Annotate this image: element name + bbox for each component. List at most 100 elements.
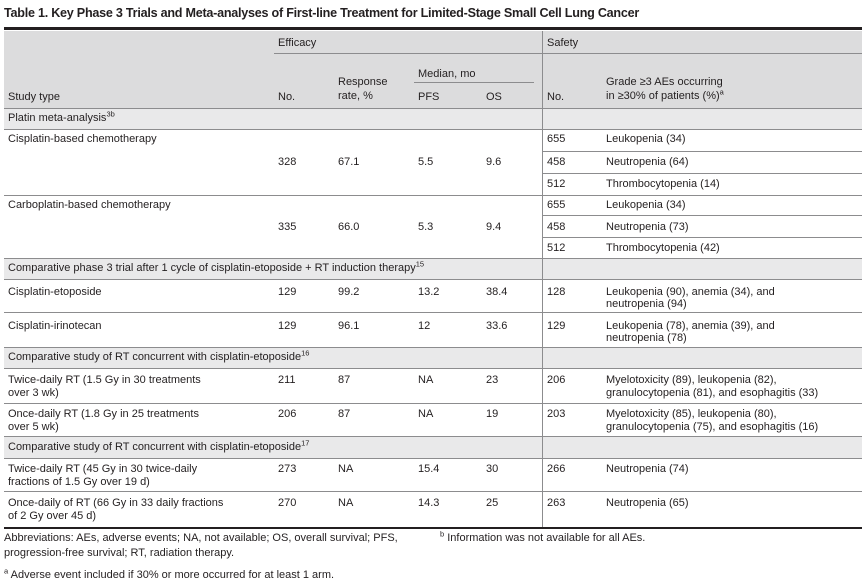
study-type-cell: Cisplatin-based chemotherapy xyxy=(8,133,157,145)
section-band-platin xyxy=(4,108,862,129)
table-title: Table 1. Key Phase 3 Trials and Meta-ana… xyxy=(4,2,862,30)
row-divider xyxy=(542,237,862,238)
response-rate-cell: 96.1 xyxy=(338,320,360,332)
median-header: Median, mo xyxy=(418,68,476,80)
safety-no-cell: 129 xyxy=(547,320,566,332)
row-divider xyxy=(4,129,862,130)
ae-cell-l1: Myelotoxicity (89), leukopenia (82), xyxy=(606,374,777,386)
pfs-cell: NA xyxy=(418,408,434,420)
section-label: Comparative phase 3 trial after 1 cycle … xyxy=(8,259,425,274)
row-divider xyxy=(542,173,862,174)
no-cell: 328 xyxy=(278,156,297,168)
ae-cell: Neutropenia (74) xyxy=(606,463,689,475)
pfs-cell: 15.4 xyxy=(418,463,440,475)
os-header: OS xyxy=(486,91,502,103)
safety-no-cell: 266 xyxy=(547,463,566,475)
row-divider xyxy=(4,279,862,280)
section-label: Platin meta-analysis3b xyxy=(8,109,115,124)
footnote-a-text: a Adverse event included if 30% or more … xyxy=(4,566,335,581)
pfs-cell: 13.2 xyxy=(418,286,440,298)
safety-no-cell: 128 xyxy=(547,286,566,298)
ae-cell-l1: Myelotoxicity (85), leukopenia (80), xyxy=(606,408,777,420)
ae-cell: Neutropenia (64) xyxy=(606,156,689,168)
ae-cell: Leukopenia (34) xyxy=(606,133,686,145)
response-rate-cell: 99.2 xyxy=(338,286,360,298)
row-divider xyxy=(4,368,862,369)
row-divider xyxy=(542,215,862,216)
os-cell: 9.4 xyxy=(486,221,502,233)
table-bottom-rule xyxy=(4,527,862,529)
no-cell: 129 xyxy=(278,320,297,332)
no-cell: 270 xyxy=(278,497,297,509)
row-divider xyxy=(4,436,862,437)
ae-cell-l1: Leukopenia (90), anemia (34), and xyxy=(606,286,775,298)
row-divider xyxy=(4,458,862,459)
footnotes: Abbreviations: AEs, adverse events; NA, … xyxy=(4,529,862,567)
pfs-cell: 5.5 xyxy=(418,156,434,168)
no-cell: 206 xyxy=(278,408,297,420)
ae-cell-l2: neutropenia (94) xyxy=(606,298,687,310)
ae-cell: Neutropenia (65) xyxy=(606,497,689,509)
efficacy-rule xyxy=(274,53,542,54)
ae-cell: Thrombocytopenia (42) xyxy=(606,242,720,254)
safety-no-cell: 512 xyxy=(547,242,566,254)
study-type-cell: Cisplatin-irinotecan xyxy=(8,320,102,332)
efficacy-header: Efficacy xyxy=(278,37,317,49)
row-divider xyxy=(4,347,862,348)
footnote-abbreviations-l2: progression-free survival; RT, radiation… xyxy=(4,547,235,559)
no-cell: 211 xyxy=(278,374,296,386)
ae-cell: Neutropenia (73) xyxy=(606,221,689,233)
footnote-b: b Information was not available for all … xyxy=(440,529,646,544)
os-cell: 23 xyxy=(486,374,499,386)
column-divider xyxy=(542,31,543,527)
no-header: No. xyxy=(278,91,296,103)
os-cell: 33.6 xyxy=(486,320,508,332)
response-rate-cell: 67.1 xyxy=(338,156,360,168)
study-type-cell: Carboplatin-based chemotherapy xyxy=(8,199,171,211)
safety-header: Safety xyxy=(547,37,579,49)
safety-no-cell: 655 xyxy=(547,133,566,145)
study-type-header: Study type xyxy=(8,91,60,103)
pfs-cell: 12 xyxy=(418,320,431,332)
response-rate-header-l2: rate, % xyxy=(338,90,373,102)
study-type-cell-l2: of 2 Gy over 45 d) xyxy=(8,510,97,522)
pfs-cell: 5.3 xyxy=(418,221,434,233)
safety-no-cell: 206 xyxy=(547,374,566,386)
response-rate-cell: 66.0 xyxy=(338,221,360,233)
os-cell: 19 xyxy=(486,408,499,420)
section-band-phase3 xyxy=(4,258,862,279)
study-type-cell: Cisplatin-etoposide xyxy=(8,286,102,298)
section-band-rt17 xyxy=(4,436,862,458)
safety-no-cell: 458 xyxy=(547,156,566,168)
response-rate-cell: 87 xyxy=(338,374,351,386)
safety-no-cell: 512 xyxy=(547,178,566,190)
study-type-cell-l1: Once-daily RT (1.8 Gy in 25 treatments xyxy=(8,408,199,420)
study-type-cell-l1: Once-daily of RT (66 Gy in 33 daily frac… xyxy=(8,497,224,509)
section-label: Comparative study of RT concurrent with … xyxy=(8,348,310,363)
safety-no-cell: 655 xyxy=(547,199,566,211)
row-divider xyxy=(4,258,862,259)
os-cell: 9.6 xyxy=(486,156,502,168)
pfs-header: PFS xyxy=(418,91,440,103)
no-cell: 335 xyxy=(278,221,297,233)
aes-header-l1: Grade ≥3 AEs occurring xyxy=(606,76,723,88)
row-divider xyxy=(4,403,862,404)
study-type-cell-l2: over 5 wk) xyxy=(8,421,59,433)
row-divider xyxy=(4,312,862,313)
ae-cell-l2: granulocytopenia (81), and esophagitis (… xyxy=(606,387,819,399)
safety-no-cell: 203 xyxy=(547,408,566,420)
pfs-cell: NA xyxy=(418,374,434,386)
os-cell: 30 xyxy=(486,463,499,475)
safety-rule xyxy=(542,53,862,54)
row-divider xyxy=(4,491,862,492)
ae-cell: Thrombocytopenia (14) xyxy=(606,178,720,190)
ae-cell-l2: granulocytopenia (75), and esophagitis (… xyxy=(606,421,819,433)
row-divider xyxy=(542,151,862,152)
row-divider xyxy=(4,195,862,196)
ae-cell-l2: neutropenia (78) xyxy=(606,332,687,344)
response-rate-header-l1: Response xyxy=(338,76,388,88)
row-divider xyxy=(4,108,862,109)
footnote-a: a Adverse event included if 30% or more … xyxy=(4,567,862,585)
study-type-cell-l2: over 3 wk) xyxy=(8,387,59,399)
response-rate-cell: NA xyxy=(338,463,354,475)
